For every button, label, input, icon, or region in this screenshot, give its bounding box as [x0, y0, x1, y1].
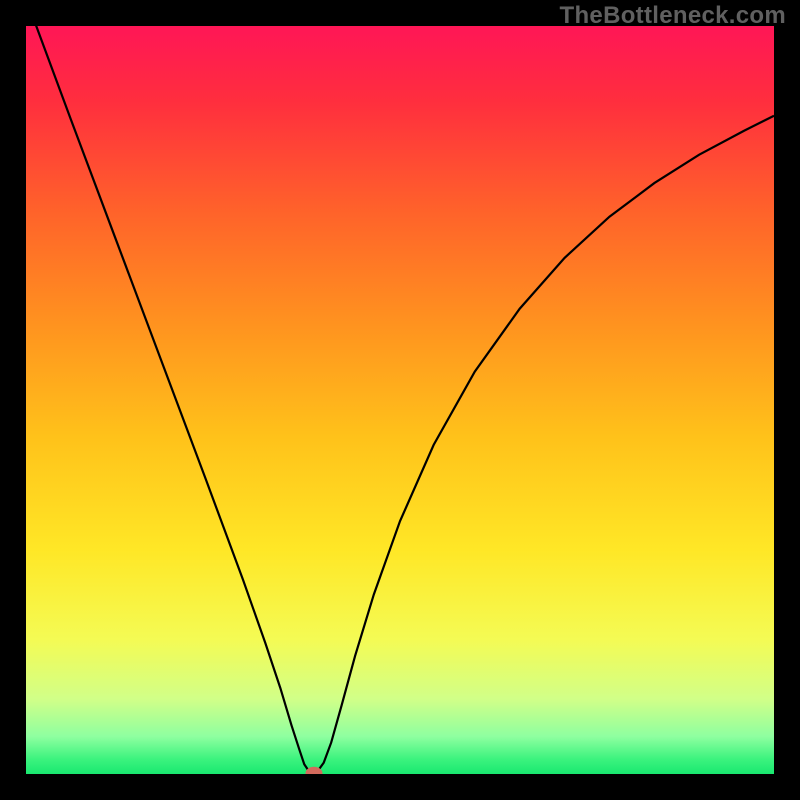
gradient-background: [26, 26, 774, 774]
watermark-text: TheBottleneck.com: [560, 2, 786, 30]
bottleneck-chart: [0, 0, 800, 800]
